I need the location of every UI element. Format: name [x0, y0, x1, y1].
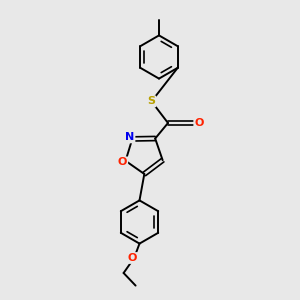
Text: S: S	[148, 96, 155, 106]
Text: O: O	[118, 157, 127, 167]
Text: O: O	[194, 118, 204, 128]
Text: O: O	[128, 253, 137, 263]
Text: N: N	[125, 132, 134, 142]
